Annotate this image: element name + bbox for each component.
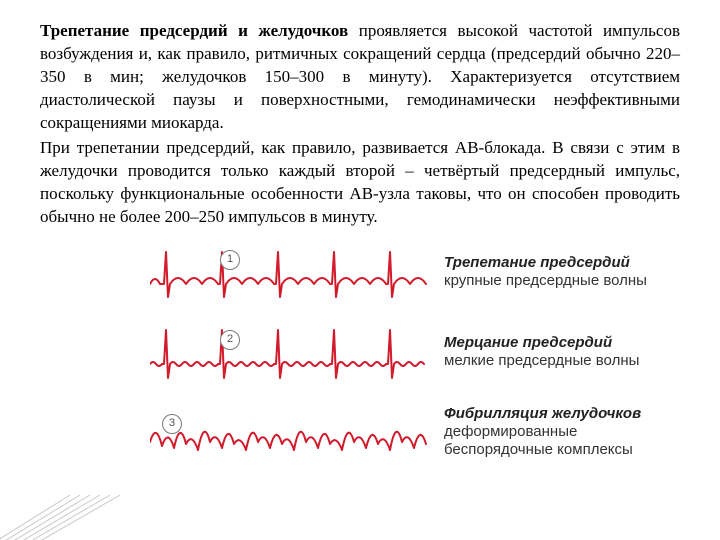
caption-3: Фибрилляция желудочков деформированные б… bbox=[444, 405, 674, 459]
caption-1-sub: крупные предсердные волны bbox=[444, 272, 674, 290]
corner-decoration-svg bbox=[0, 480, 120, 540]
caption-3-sub: деформированные беспорядочные комплексы bbox=[444, 423, 674, 459]
caption-2: Мерцание предсердий мелкие предсердные в… bbox=[444, 334, 674, 370]
ecg-trace-2: 2 bbox=[150, 322, 430, 382]
ecg-path-1 bbox=[150, 252, 426, 297]
ecg-svg-1 bbox=[150, 242, 430, 302]
ecg-path-2 bbox=[150, 330, 424, 378]
paragraph-1: Трепетание предсердий и желудочков прояв… bbox=[40, 20, 680, 135]
ecg-path-3 bbox=[150, 432, 426, 450]
ecg-row-2: 2 Мерцание предсердий мелкие предсердные… bbox=[150, 322, 690, 382]
ecg-trace-1: 1 bbox=[150, 242, 430, 302]
ecg-row-3: 3 Фибрилляция желудочков деформированные… bbox=[150, 402, 690, 462]
caption-2-title: Мерцание предсердий bbox=[444, 334, 674, 352]
paragraph-1-lead: Трепетание предсердий и желудочков bbox=[40, 21, 348, 40]
caption-1-title: Трепетание предсердий bbox=[444, 254, 674, 272]
caption-1: Трепетание предсердий крупные предсердны… bbox=[444, 254, 674, 290]
slide-page: Трепетание предсердий и желудочков прояв… bbox=[0, 0, 720, 540]
caption-2-sub: мелкие предсердные волны bbox=[444, 352, 674, 370]
ecg-svg-3 bbox=[150, 402, 430, 462]
corner-decoration bbox=[0, 480, 120, 540]
ecg-trace-3: 3 bbox=[150, 402, 430, 462]
ecg-figure: 1 Трепетание предсердий крупные предсерд… bbox=[150, 234, 690, 479]
caption-3-title: Фибрилляция желудочков bbox=[444, 405, 674, 423]
paragraph-2: При трепетании предсердий, как правило, … bbox=[40, 137, 680, 229]
ecg-svg-2 bbox=[150, 322, 430, 382]
ecg-row-1: 1 Трепетание предсердий крупные предсерд… bbox=[150, 242, 690, 302]
